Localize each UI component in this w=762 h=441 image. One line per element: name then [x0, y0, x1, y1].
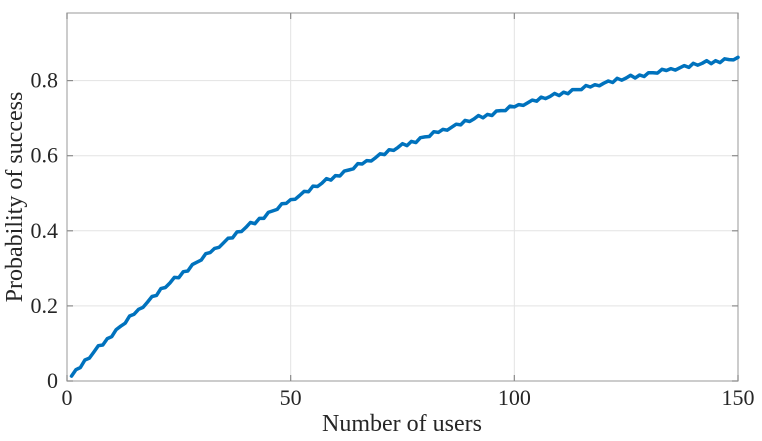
tick-label-layer: 0 50 100 150 0 0.2 0.4 0.6 0.8 — [31, 68, 755, 410]
x-tick-label: 150 — [722, 385, 755, 410]
x-tick-label: 50 — [280, 385, 302, 410]
y-tick-label: 0.6 — [31, 143, 59, 168]
y-tick-label: 0 — [47, 368, 58, 393]
plot-box — [66, 12, 739, 382]
y-tick-label: 0.4 — [31, 218, 59, 243]
y-tick-label: 0.2 — [31, 293, 59, 318]
x-tick-label: 0 — [62, 385, 73, 410]
series-line-probability-of-success — [69, 55, 740, 378]
y-axis-label: Probability of success — [2, 92, 28, 303]
series-layer — [69, 55, 740, 378]
x-axis-label: Number of users — [322, 411, 482, 437]
y-tick-label: 0.8 — [31, 68, 59, 93]
tick-layer — [66, 13, 739, 382]
grid-layer — [67, 13, 738, 381]
x-tick-label: 100 — [498, 385, 531, 410]
